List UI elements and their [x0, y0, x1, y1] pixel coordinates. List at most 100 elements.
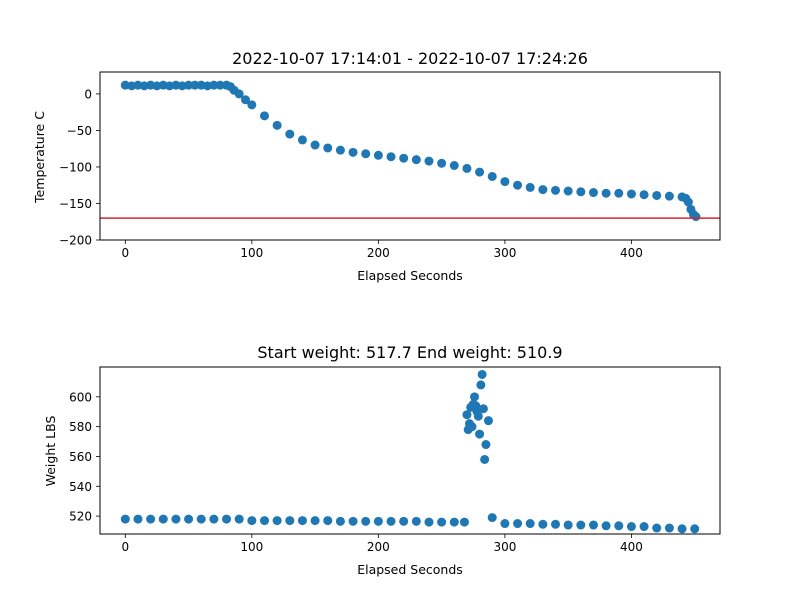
temperature-point [475, 167, 485, 177]
weight-point [209, 514, 219, 524]
weight-point [500, 519, 510, 529]
temperature-x-axis-label: Elapsed Seconds [357, 268, 463, 283]
weight-y-tick-label: 600 [69, 390, 92, 404]
temperature-point [449, 161, 459, 170]
temperature-chart-title: 2022-10-07 17:14:01 - 2022-10-07 17:24:2… [232, 49, 588, 68]
weight-point [478, 404, 488, 414]
weight-point [133, 514, 143, 524]
weight-point [690, 524, 700, 534]
temperature-point [563, 186, 573, 196]
weight-point [234, 514, 244, 524]
temperature-point [259, 111, 269, 121]
temperature-y-tick-label: 0 [84, 87, 92, 101]
temperature-plot-frame [99, 71, 721, 241]
weight-ticks: 0 100 200 300 400 520 540 560 580 600 [69, 390, 643, 554]
temperature-point [639, 190, 649, 200]
weight-point [475, 429, 485, 439]
temperature-point [588, 188, 598, 198]
weight-point [467, 422, 477, 432]
temperature-point [601, 188, 611, 198]
weight-point [576, 520, 586, 530]
temperature-point [462, 163, 472, 173]
weight-point [477, 369, 487, 379]
weight-point [476, 380, 486, 390]
weight-chart: Start weight: 517.7 End weight: 510.9 El… [43, 343, 721, 577]
weight-point [373, 516, 383, 526]
weight-x-tick-label: 100 [240, 540, 263, 554]
weight-point [481, 440, 491, 450]
weight-point [639, 522, 649, 532]
temperature-point [241, 95, 251, 105]
temperature-point [361, 149, 371, 159]
weight-point [601, 521, 611, 531]
weight-point [247, 516, 257, 526]
weight-point [437, 517, 447, 527]
temperature-x-tick-label: 0 [121, 246, 129, 260]
weight-point [285, 516, 295, 526]
weight-point [626, 522, 636, 532]
temperature-x-tick-label: 200 [367, 246, 390, 260]
weight-y-axis-label: Weight LBS [43, 416, 58, 487]
temperature-point [437, 158, 447, 168]
temperature-point [348, 147, 358, 157]
weight-point [146, 514, 156, 524]
weight-marks [120, 369, 700, 534]
temperature-point [551, 185, 561, 195]
weight-point [171, 514, 181, 524]
weight-point [335, 516, 345, 526]
weight-chart-title: Start weight: 517.7 End weight: 510.9 [257, 343, 562, 362]
temperature-point [386, 152, 396, 162]
weight-point [259, 516, 269, 526]
weight-point [588, 520, 598, 530]
weight-point [158, 514, 168, 524]
temperature-point [285, 129, 295, 139]
temperature-y-axis-label: Temperature C [32, 111, 47, 204]
temperature-point [626, 189, 636, 199]
weight-point [652, 523, 662, 533]
weight-x-tick-label: 400 [620, 540, 643, 554]
weight-point [272, 516, 282, 526]
weight-point [411, 516, 421, 526]
temperature-point [424, 156, 434, 166]
temperature-point [323, 143, 333, 153]
weight-y-tick-label: 560 [69, 450, 92, 464]
weight-x-tick-label: 300 [493, 540, 516, 554]
temperature-x-tick-label: 100 [240, 246, 263, 260]
temperature-x-tick-label: 400 [620, 246, 643, 260]
temperature-point [184, 80, 194, 90]
weight-point [480, 454, 490, 464]
weight-y-tick-label: 520 [69, 510, 92, 524]
weight-point [462, 410, 472, 420]
weight-point [614, 521, 624, 531]
weight-point [222, 514, 232, 524]
weight-x-tick-label: 200 [367, 540, 390, 554]
temperature-point [399, 153, 409, 163]
weight-x-axis-label: Elapsed Seconds [357, 562, 463, 577]
temperature-point [310, 140, 320, 150]
temperature-x-tick-label: 300 [493, 246, 516, 260]
temperature-point [525, 182, 535, 192]
weight-point [297, 516, 307, 526]
weight-point [483, 416, 493, 426]
weight-point [361, 516, 371, 526]
temperature-ticks: 0 100 200 300 400 −200 −150 −100 −50 0 [59, 87, 643, 260]
temperature-point [215, 80, 225, 90]
temperature-marks [100, 80, 720, 222]
temperature-point [538, 185, 548, 195]
temperature-y-tick-label: −200 [59, 234, 92, 248]
temperature-point [209, 80, 219, 90]
weight-point [664, 523, 674, 533]
temperature-point [691, 212, 701, 222]
temperature-point [234, 89, 244, 99]
temperature-point [272, 120, 282, 130]
weight-x-tick-label: 0 [121, 540, 129, 554]
weight-point [563, 520, 573, 530]
weight-point [473, 411, 483, 421]
weight-point [386, 516, 396, 526]
weight-point [525, 519, 535, 529]
temperature-point [652, 190, 662, 200]
temperature-point [411, 155, 421, 165]
weight-point [196, 514, 206, 524]
weight-point [459, 517, 469, 527]
